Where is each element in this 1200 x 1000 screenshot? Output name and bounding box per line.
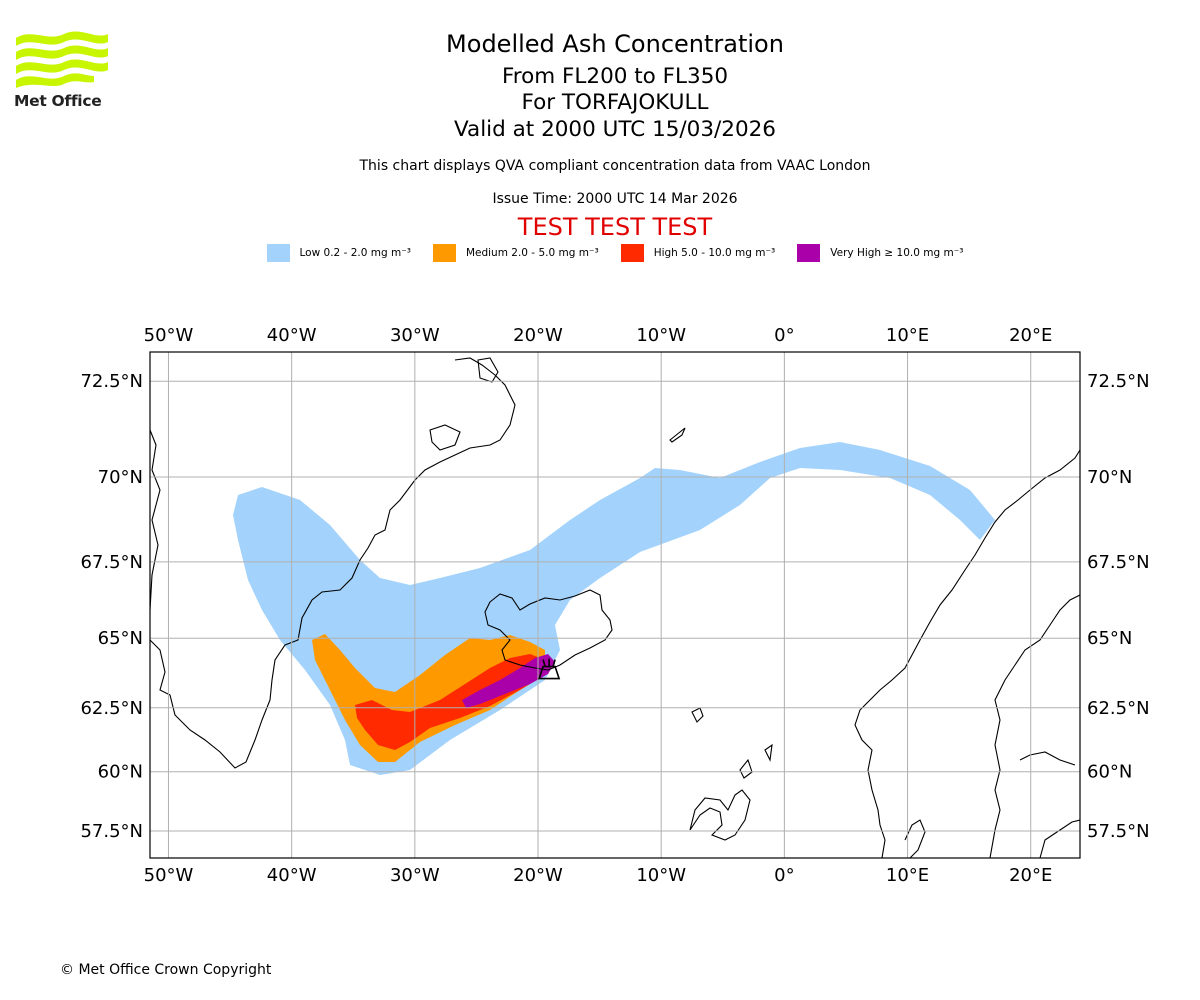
greenland-east-islands [429,357,499,451]
tick-labels: 50°W 50°W 40°W 40°W 30°W 30°W 20°W 20°W 10°W 10°W… [80,325,1149,886]
lat-label-right: 72.5°N [1087,371,1150,392]
flight-levels: From FL200 to FL350 [501,64,729,89]
lon-label-top: 10°W [636,325,686,346]
ash-area-high [355,654,545,750]
lon-label-bottom: 20°E [1009,865,1052,886]
legend-swatch-very-high [797,244,821,262]
met-office-wave-icon [16,31,108,88]
lat-label-right: 65°N [1087,628,1132,649]
met-office-logo: Met Office [14,30,110,114]
coastlines [150,357,1080,858]
lat-label-right: 57.5°N [1087,821,1150,842]
legend: Low 0.2 - 2.0 mg m⁻³ Medium 2.0 - 5.0 mg… [0,244,1200,262]
lon-label-bottom: 50°W [144,865,194,886]
lat-label-right: 60°N [1087,762,1132,783]
lon-label-top: 20°W [513,325,563,346]
lat-label-left: 57.5°N [80,821,143,842]
valid-time: Valid at 2000 UTC 15/03/2026 [453,117,776,142]
issue-time: Issue Time: 2000 UTC 14 Mar 2026 [492,191,738,207]
legend-swatch-high [620,244,644,262]
lat-label-left: 65°N [98,628,143,649]
lat-label-right: 67.5°N [1087,552,1150,573]
lat-label-left: 62.5°N [80,698,143,719]
lat-label-right: 70°N [1087,467,1132,488]
iceland-coast [484,589,613,671]
lon-label-top: 30°W [390,325,440,346]
legend-label-medium: Medium 2.0 - 5.0 mg m⁻³ [465,247,599,259]
lon-label-bottom: 20°W [513,865,563,886]
faroe-coast [691,707,704,723]
lon-label-bottom: 30°W [390,865,440,886]
lat-label-left: 67.5°N [80,552,143,573]
legend-label-low: Low 0.2 - 2.0 mg m⁻³ [299,247,411,259]
lon-label-bottom: 40°W [267,865,317,886]
lon-label-bottom: 10°E [886,865,929,886]
legend-label-high: High 5.0 - 10.0 mg m⁻³ [653,247,776,259]
legend-item-low: Low 0.2 - 2.0 mg m⁻³ [266,244,411,262]
legend-swatch-medium [432,244,456,262]
denmark-coast [904,819,926,858]
lat-label-left: 60°N [98,762,143,783]
lat-label-right: 62.5°N [1087,698,1150,719]
copyright: © Met Office Crown Copyright [60,962,272,978]
lon-label-top: 40°W [267,325,317,346]
sweden-finland-coast [989,594,1080,858]
ash-area-low [233,442,995,775]
lon-label-top: 20°E [1009,325,1052,346]
norway-coast [854,449,1080,858]
lon-label-bottom: 10°W [636,865,686,886]
legend-item-high: High 5.0 - 10.0 mg m⁻³ [620,244,776,262]
lon-label-top: 0° [774,325,794,346]
graticule [150,352,1080,858]
lat-label-left: 72.5°N [80,371,143,392]
volcano-marker-icon [537,658,561,680]
legend-swatch-low [266,244,290,262]
scotland-coast [689,743,773,841]
jan-mayen-coast [669,427,686,443]
greenland-coast [150,357,516,769]
lon-label-bottom: 0° [774,865,794,886]
met-office-logo-text: Met Office [14,92,102,110]
test-banner: TEST TEST TEST [517,213,713,241]
legend-label-very-high: Very High ≥ 10.0 mg m⁻³ [830,247,964,259]
lon-label-top: 10°E [886,325,929,346]
lon-label-top: 50°W [144,325,194,346]
chart-title: Modelled Ash Concentration [446,30,784,58]
legend-item-very-high: Very High ≥ 10.0 mg m⁻³ [797,244,963,262]
legend-item-medium: Medium 2.0 - 5.0 mg m⁻³ [432,244,599,262]
map-frame [149,351,1081,859]
lat-label-left: 70°N [98,467,143,488]
qva-note: This chart displays QVA compliant concen… [359,158,871,174]
volcano-name: For TORFAJOKULL [521,90,709,115]
